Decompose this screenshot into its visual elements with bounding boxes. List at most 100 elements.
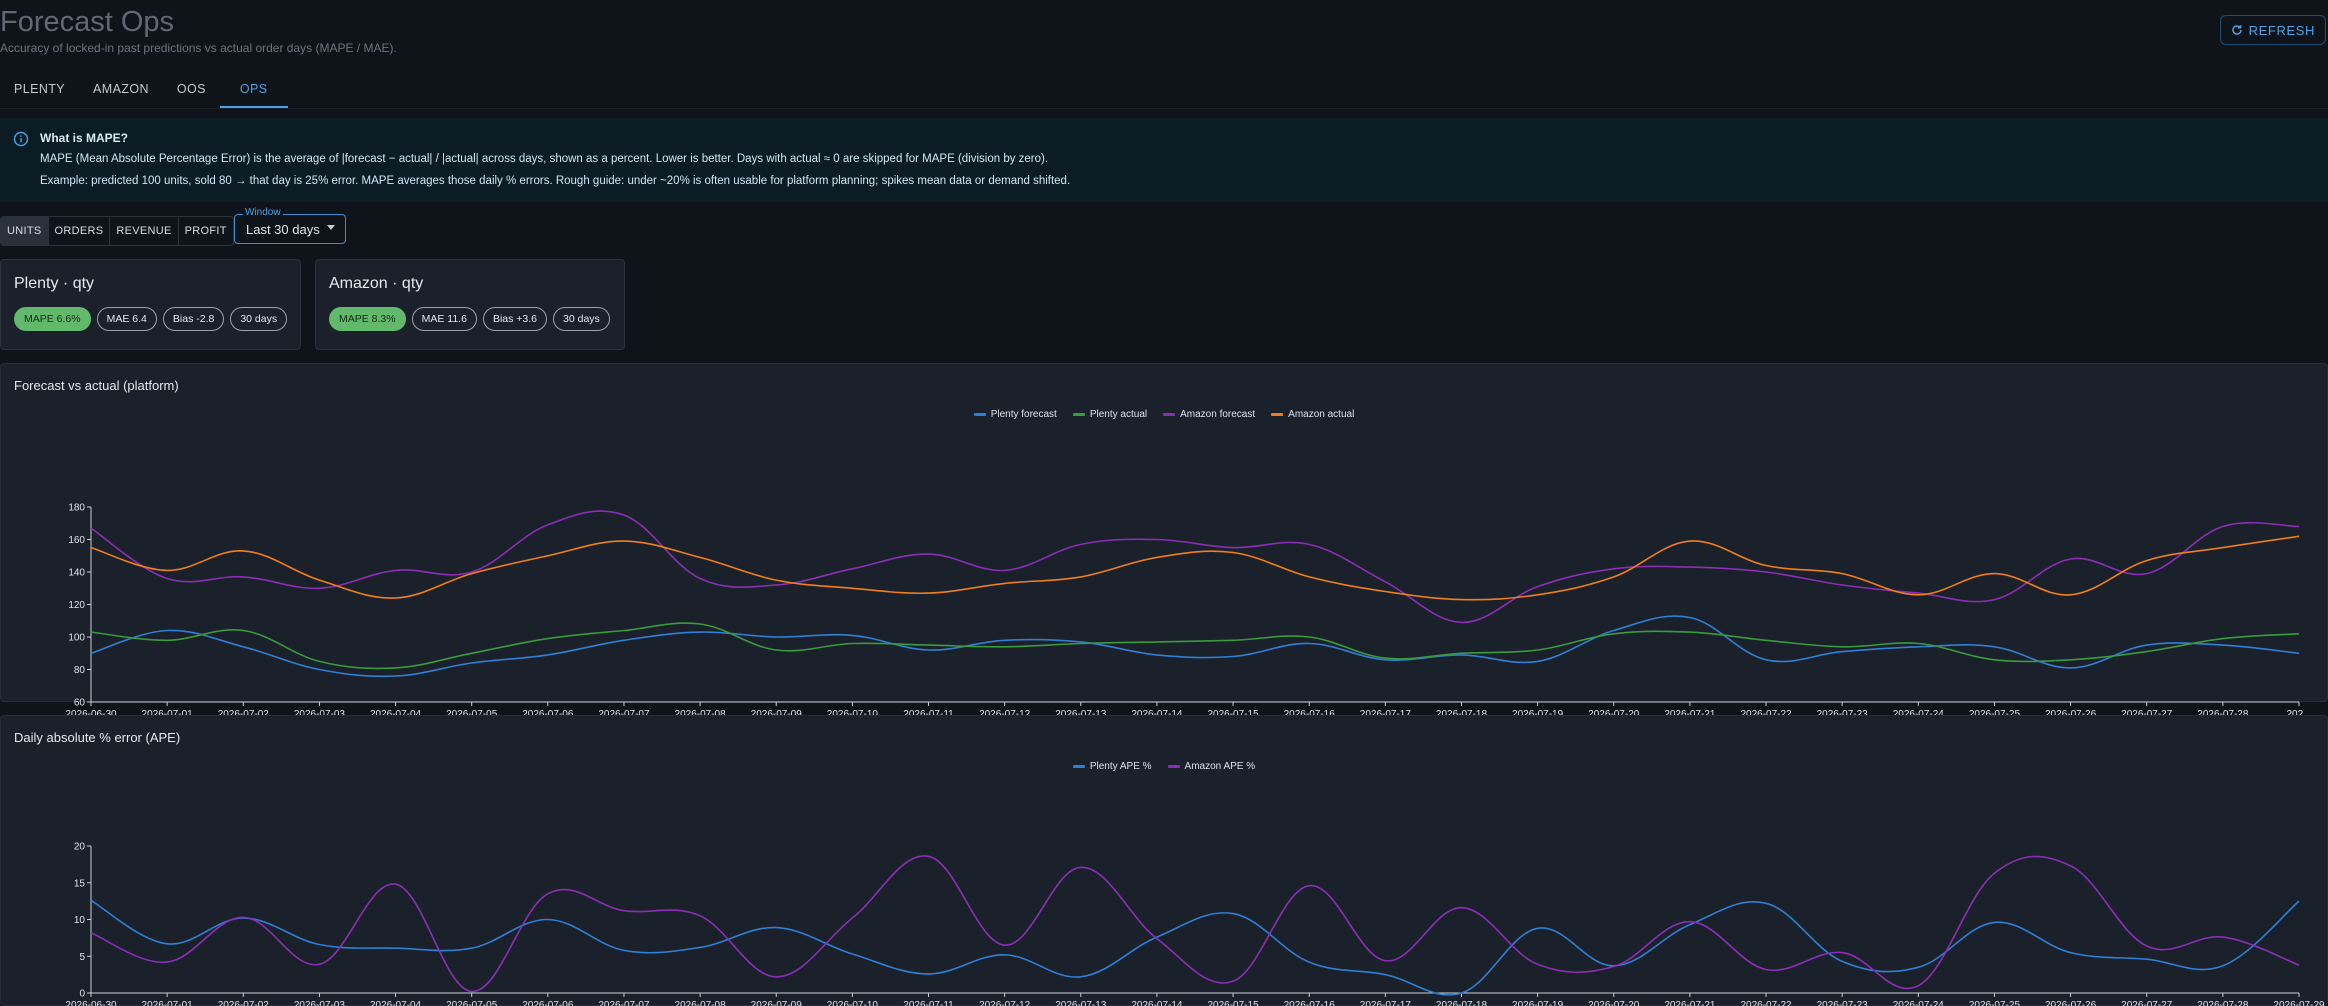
legend-item[interactable]: Plenty actual — [1072, 409, 1148, 420]
mae-chip: MAE 11.6 — [411, 307, 477, 331]
x-tick-label: 2026-07-10 — [827, 709, 879, 719]
series-line — [90, 622, 2300, 670]
x-tick-label: 2026-07-25 — [1969, 1000, 2021, 1006]
x-tick-label: 2026-07-09 — [751, 1000, 803, 1006]
chart-title: Forecast vs actual (platform) — [14, 378, 179, 393]
window-label: Window — [243, 207, 283, 218]
info-icon — [13, 131, 29, 147]
window-value: Last 30 days — [246, 222, 320, 237]
x-tick-label: 2026-07-18 — [1436, 709, 1488, 719]
legend-label: Amazon APE % — [1184, 761, 1256, 772]
mape-chip: MAPE 6.6% — [14, 307, 91, 331]
x-tick-label: 2026-07-24 — [1893, 709, 1945, 719]
x-tick-label: 2026-07-20 — [1588, 1000, 1640, 1006]
info-heading: What is MAPE? — [40, 131, 129, 145]
x-tick-label: 2026-07-21 — [1664, 1000, 1716, 1006]
x-tick-label: 2026-07-04 — [370, 709, 422, 719]
x-tick-label: 2026-07-21 — [1664, 709, 1716, 719]
page-subtitle: Accuracy of locked-in past predictions v… — [0, 41, 397, 55]
x-tick-label: 2026-06-30 — [65, 709, 117, 719]
x-tick-label: 2026-07-23 — [1817, 709, 1869, 719]
legend-label: Amazon forecast — [1180, 409, 1256, 420]
x-tick-label: 2026-07-11 — [903, 709, 954, 719]
plenty-stat-card: Plenty · qty MAPE 6.6% MAE 6.4 Bias -2.8… — [0, 259, 301, 350]
x-tick-label: 2026-07-22 — [1740, 1000, 1792, 1006]
forecast-vs-actual-panel: Forecast vs actual (platform) Plenty for… — [0, 363, 2328, 719]
y-tick-label: 80 — [74, 665, 86, 676]
legend-label: Plenty APE % — [1089, 761, 1152, 772]
x-tick-label: 2026-07-27 — [2121, 709, 2173, 719]
y-tick-label: 5 — [79, 952, 85, 963]
x-tick-label: 2026-07-06 — [522, 1000, 574, 1006]
window-select[interactable]: Window Last 30 days — [234, 207, 346, 244]
metric-orders-button[interactable]: ORDERS — [49, 217, 111, 245]
x-tick-label: 2026-07-01 — [142, 1000, 194, 1006]
legend-item[interactable]: Amazon actual — [1271, 409, 1354, 420]
x-tick-label: 2026-07-04 — [370, 1000, 422, 1006]
x-tick-label: 2026-07-24 — [1893, 1000, 1945, 1006]
x-tick-label: 2026-07-03 — [294, 1000, 346, 1006]
x-tick-label: 2026-07-07 — [598, 1000, 650, 1006]
y-tick-label: 140 — [68, 568, 85, 579]
y-tick-label: 120 — [68, 600, 85, 611]
metric-units-button[interactable]: UNITS — [1, 217, 49, 245]
chart-title: Daily absolute % error (APE) — [14, 730, 181, 745]
tab-ops[interactable]: OPS — [219, 72, 288, 108]
card-title: Plenty · qty — [14, 275, 95, 292]
metric-revenue-button[interactable]: REVENUE — [110, 217, 179, 245]
chart-legend: Plenty APE % Amazon APE % — [1, 761, 2327, 772]
x-tick-label: 2026-07-13 — [1055, 1000, 1107, 1006]
x-tick-label: 2026-07-02 — [218, 709, 270, 719]
metric-profit-button[interactable]: PROFIT — [184, 225, 227, 237]
legend-item[interactable]: Amazon forecast — [1163, 409, 1255, 420]
y-tick-label: 0 — [79, 989, 85, 1000]
bias-chip: Bias -2.8 — [162, 307, 225, 331]
x-tick-label: 2026-07-15 — [1207, 709, 1259, 719]
x-tick-label: 2026-06-30 — [65, 1000, 117, 1006]
ape-panel: Daily absolute % error (APE) Plenty APE … — [0, 715, 2328, 1006]
tab-bar: PLENTY AMAZON OOS OPS — [0, 72, 288, 108]
x-tick-label: 2026-07-22 — [1740, 709, 1792, 719]
x-tick-label: 2026-07-26 — [2045, 709, 2097, 719]
x-tick-label: 2026-07-07 — [598, 709, 650, 719]
tab-plenty[interactable]: PLENTY — [14, 82, 66, 96]
x-tick-label: 2026-07-10 — [827, 1000, 879, 1006]
card-title: Amazon · qty — [329, 275, 424, 292]
x-tick-label: 2026-07-14 — [1131, 709, 1183, 719]
legend-label: Amazon actual — [1288, 409, 1355, 420]
series-line — [90, 899, 2300, 996]
y-tick-label: 60 — [74, 698, 86, 709]
legend-label: Plenty forecast — [990, 409, 1057, 420]
amazon-stat-card: Amazon · qty MAPE 8.3% MAE 11.6 Bias +3.… — [315, 259, 625, 350]
y-tick-label: 100 — [68, 633, 85, 644]
x-tick-label: 2026-07-16 — [1284, 709, 1336, 719]
x-tick-label: 2026-07-18 — [1436, 1000, 1488, 1006]
refresh-button[interactable]: REFRESH — [2219, 15, 2326, 45]
refresh-label: REFRESH — [2248, 22, 2315, 38]
legend-item[interactable]: Amazon APE % — [1167, 761, 1256, 772]
x-tick-label: 2026-07-27 — [2121, 1000, 2173, 1006]
x-tick-label: 2026-07-06 — [522, 709, 574, 719]
tab-oos[interactable]: OOS — [176, 82, 206, 96]
x-tick-label: 2026-07-12 — [979, 1000, 1031, 1006]
x-tick-label: 2026-07-19 — [1512, 709, 1564, 719]
chevron-down-icon — [327, 225, 335, 230]
y-tick-label: 180 — [68, 503, 85, 514]
ape-chart: 0 5 10 15 20 2026-06-30 2026-07-01 2026-07-02 20… — [65, 842, 2325, 1006]
y-tick-label: 15 — [74, 878, 86, 889]
legend-item[interactable]: Plenty APE % — [1072, 761, 1152, 772]
x-tick-label: 2026-07-16 — [1284, 1000, 1336, 1006]
page-title: Forecast Ops — [0, 6, 175, 38]
chart-legend: Plenty forecast Plenty actual Amazon for… — [1, 409, 2327, 420]
legend-item[interactable]: Plenty forecast — [973, 409, 1057, 420]
legend-label: Plenty actual — [1089, 409, 1148, 420]
x-tick-label: 2026-07-19 — [1512, 1000, 1564, 1006]
tabs-divider — [0, 108, 2328, 109]
days-chip: 30 days — [553, 307, 610, 331]
x-tick-label: 202... — [2286, 709, 2311, 719]
x-tick-label: 2026-07-05 — [446, 709, 498, 719]
x-tick-label: 2026-07-08 — [675, 1000, 727, 1006]
x-tick-label: 2026-07-05 — [446, 1000, 498, 1006]
tab-amazon[interactable]: AMAZON — [93, 82, 149, 96]
mape-chip: MAPE 8.3% — [329, 307, 406, 331]
